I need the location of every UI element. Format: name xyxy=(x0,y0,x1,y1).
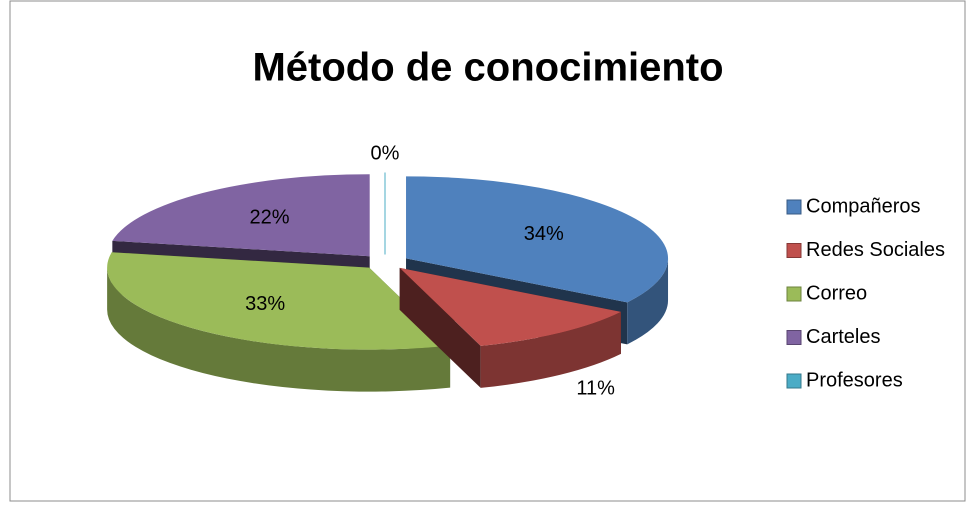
pie-slice-wall xyxy=(107,267,451,392)
data-label: 11% xyxy=(576,377,615,399)
pie-slice xyxy=(399,267,621,346)
data-label: 22% xyxy=(249,207,289,229)
legend-label: Correo xyxy=(806,282,867,304)
legend-swatch xyxy=(786,199,802,215)
legend-label: Compañeros xyxy=(806,195,921,217)
pie-slice-side xyxy=(399,267,481,388)
legend-swatch xyxy=(786,373,802,389)
legend-label: Profesores xyxy=(806,369,903,391)
pie-slice-wall xyxy=(627,258,669,345)
data-label: 0% xyxy=(371,143,400,165)
legend-swatch xyxy=(786,330,802,345)
pie-slice xyxy=(107,252,451,350)
legend-swatch xyxy=(786,243,802,258)
pie-slice xyxy=(406,176,669,303)
legend-label: Redes Sociales xyxy=(806,239,945,261)
pie-slice xyxy=(112,174,370,257)
legend-label: Carteles xyxy=(806,326,880,348)
legend-swatch xyxy=(786,286,802,302)
pie-slice-wall xyxy=(480,311,621,388)
data-label: 33% xyxy=(245,293,285,315)
data-label: 34% xyxy=(524,223,564,245)
chart-title: Método de conocimiento xyxy=(252,46,723,90)
